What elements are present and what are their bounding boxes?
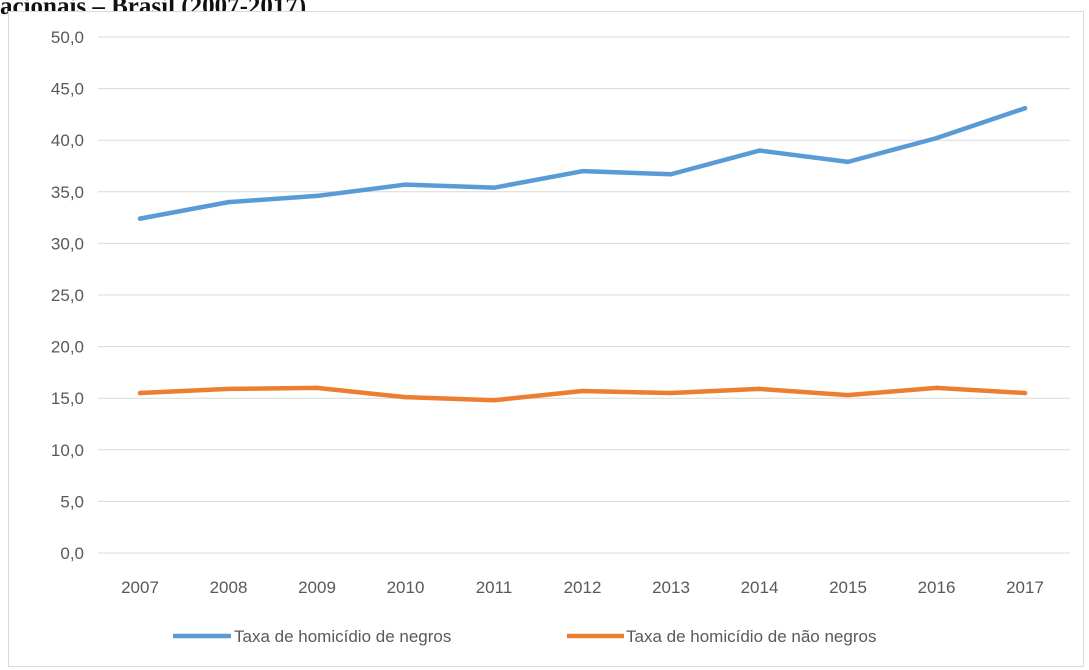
data-point [491, 398, 497, 403]
data-point [757, 148, 762, 153]
data-point [491, 185, 497, 190]
x-tick-label: 2016 [918, 578, 956, 597]
series-line-1 [137, 105, 1028, 221]
y-tick-label: 50,0 [51, 28, 84, 47]
gridlines [98, 36, 1070, 554]
legend: Taxa de homicídio de negros Taxa de homic… [173, 627, 876, 646]
data-point [934, 135, 939, 141]
data-point [403, 182, 408, 187]
legend-label: Taxa de homicídio de negros [234, 627, 451, 646]
data-point [314, 193, 320, 199]
data-point [580, 388, 585, 394]
x-tick-label: 2012 [564, 578, 602, 597]
y-tick-label: 40,0 [51, 131, 84, 150]
data-point [226, 199, 231, 205]
data-point [668, 390, 674, 396]
x-tick-label: 2015 [829, 578, 867, 597]
y-tick-label: 25,0 [51, 286, 84, 305]
y-tick-label: 35,0 [51, 183, 84, 202]
y-tick-label: 0,0 [60, 544, 84, 563]
chart-frame [8, 11, 1084, 667]
y-tick-label: 15,0 [51, 389, 84, 408]
data-point [137, 216, 143, 221]
y-tick-label: 5,0 [60, 492, 84, 511]
data-point [1022, 106, 1028, 111]
data-point [1022, 390, 1028, 396]
data-point [757, 386, 762, 392]
x-tick-label: 2010 [387, 578, 425, 597]
data-point [137, 390, 143, 396]
data-point [934, 385, 939, 391]
x-axis-tick-labels: 2007 2008 2009 2010 2011 2012 2013 2014 2015 2016… [121, 578, 1044, 597]
legend-label: Taxa de homicídio de não negros [626, 627, 876, 646]
y-tick-label: 20,0 [51, 338, 84, 357]
y-tick-label: 10,0 [51, 441, 84, 460]
data-point [845, 392, 851, 398]
data-point [226, 386, 231, 392]
x-tick-label: 2007 [121, 578, 159, 597]
data-point [580, 168, 585, 174]
x-tick-label: 2017 [1006, 578, 1044, 597]
x-tick-label: 2008 [210, 578, 248, 597]
x-tick-label: 2011 [476, 578, 513, 597]
y-tick-label: 30,0 [51, 234, 84, 253]
x-tick-label: 2014 [741, 578, 779, 597]
data-point [845, 159, 851, 165]
y-axis-tick-labels: 0,0 5,0 10,0 15,0 20,0 25,0 30,0 35,0 40,0 45,0 50… [51, 28, 84, 563]
data-point [668, 172, 674, 177]
x-tick-label: 2009 [298, 578, 336, 597]
x-tick-label: 2013 [652, 578, 690, 597]
series-lines [137, 105, 1028, 403]
data-point [403, 394, 408, 400]
data-point [314, 385, 320, 391]
y-tick-label: 45,0 [51, 80, 84, 99]
